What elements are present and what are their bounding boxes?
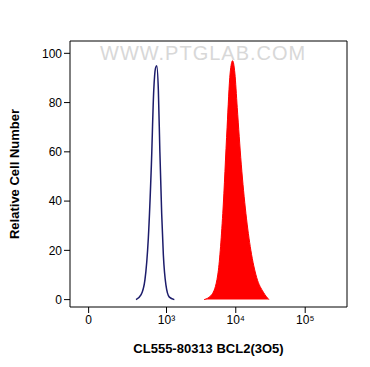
- svg-text:100: 100: [42, 47, 62, 61]
- html-text:WWW.PTGLAB.COM: WWW.PTGLAB.COM: [100, 42, 307, 64]
- svg-text:10⁴: 10⁴: [227, 313, 246, 327]
- svg-text:0: 0: [55, 293, 62, 307]
- svg-text:10⁵: 10⁵: [296, 313, 314, 327]
- svg-text:10³: 10³: [158, 313, 175, 327]
- svg-text:Relative Cell Number: Relative Cell Number: [8, 109, 22, 239]
- svg-text:80: 80: [49, 96, 63, 110]
- svg-text:60: 60: [49, 145, 63, 159]
- svg-text:CL555-80313 BCL2(3O5): CL555-80313 BCL2(3O5): [133, 341, 283, 356]
- svg-text:40: 40: [49, 194, 63, 208]
- svg-text:0: 0: [85, 313, 92, 327]
- svg-text:20: 20: [49, 244, 63, 258]
